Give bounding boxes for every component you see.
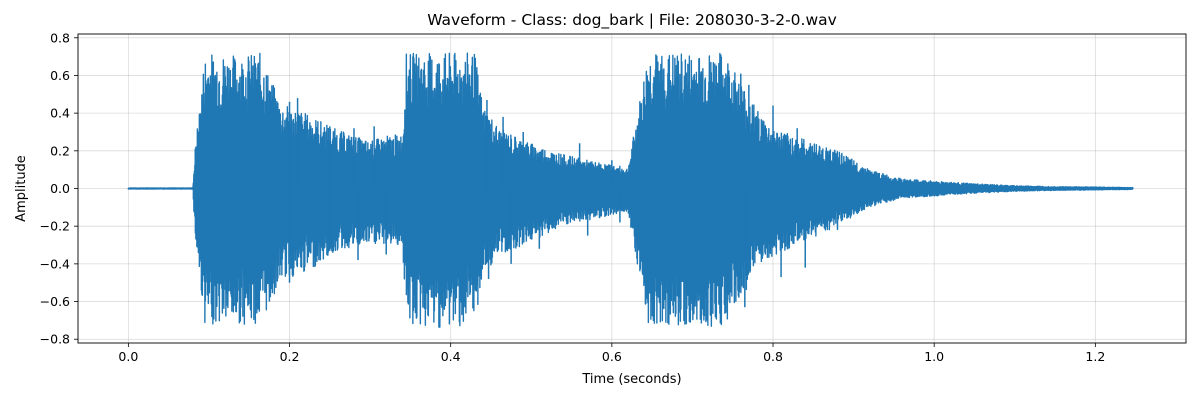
y-axis-ticks: −0.8 −0.6 −0.4 −0.2 0.0 0.2 0.4 0.6 0.8 bbox=[40, 30, 78, 347]
y-tick-label: 0.6 bbox=[50, 68, 70, 83]
x-axis-ticks: 0.0 0.2 0.4 0.6 0.8 1.0 1.2 bbox=[118, 343, 1105, 364]
waveform-line bbox=[127, 52, 1134, 328]
x-tick-label: 0.4 bbox=[441, 349, 461, 364]
x-tick-label: 0.8 bbox=[763, 349, 783, 364]
x-tick-label: 0.0 bbox=[118, 349, 138, 364]
y-tick-label: 0.8 bbox=[50, 30, 70, 45]
y-axis-label: Amplitude bbox=[14, 155, 29, 222]
x-tick-label: 1.2 bbox=[1085, 349, 1105, 364]
x-tick-label: 1.0 bbox=[924, 349, 944, 364]
y-tick-label: 0.2 bbox=[50, 143, 70, 158]
y-tick-label: −0.4 bbox=[40, 256, 70, 271]
y-tick-label: −0.8 bbox=[40, 332, 70, 347]
y-tick-label: 0.4 bbox=[50, 106, 70, 121]
x-tick-label: 0.2 bbox=[280, 349, 300, 364]
chart-title: Waveform - Class: dog_bark | File: 20803… bbox=[427, 11, 837, 30]
waveform-trace bbox=[127, 52, 1134, 328]
y-tick-label: 0.0 bbox=[50, 181, 70, 196]
y-tick-label: −0.2 bbox=[40, 219, 70, 234]
y-tick-label: −0.6 bbox=[40, 294, 70, 309]
x-tick-label: 0.6 bbox=[602, 349, 622, 364]
x-axis-label: Time (seconds) bbox=[581, 372, 681, 387]
